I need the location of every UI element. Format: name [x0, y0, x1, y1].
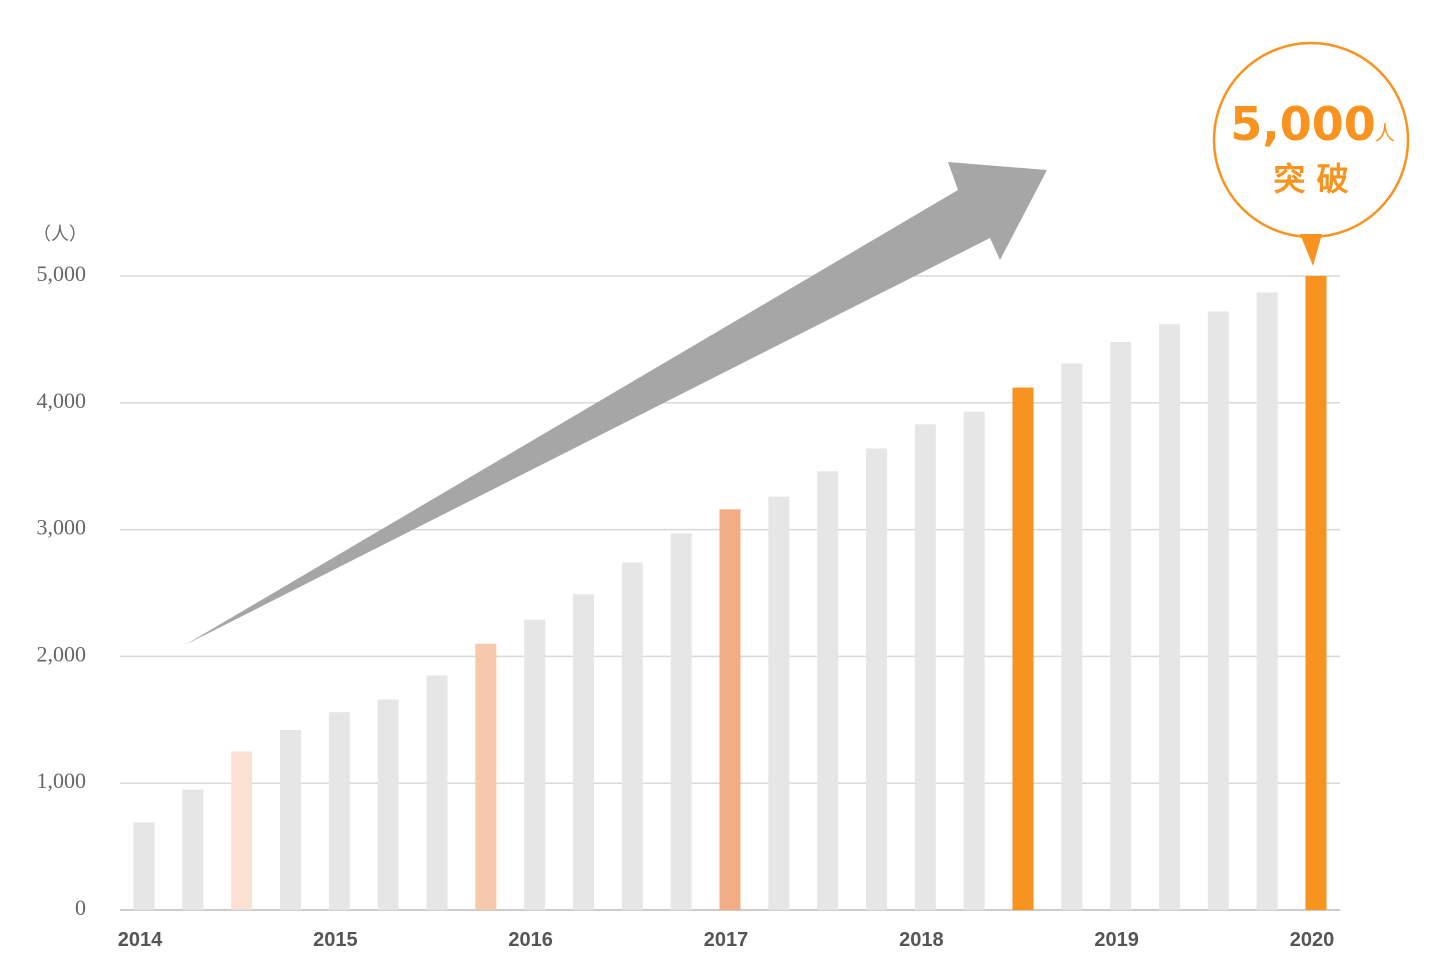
bar	[377, 699, 399, 910]
x-tick-label: 2017	[704, 929, 749, 951]
y-tick-label: 5,000	[37, 261, 87, 286]
bar	[328, 712, 350, 910]
x-tick-label: 2019	[1094, 929, 1139, 951]
bar	[1207, 311, 1229, 910]
x-tick-label: 2014	[118, 929, 163, 951]
bar	[817, 471, 839, 910]
y-unit: （人）	[33, 224, 87, 244]
bar	[1110, 341, 1132, 910]
bar	[426, 675, 448, 910]
y-tick-label: 3,000	[37, 515, 87, 540]
x-tick-label: 2018	[899, 929, 944, 951]
bar	[1012, 387, 1034, 911]
bar	[524, 619, 546, 910]
bar	[719, 509, 741, 910]
y-tick-label: 0	[75, 895, 86, 920]
bar	[866, 448, 887, 910]
x-tick-label: 2020	[1290, 929, 1335, 951]
x-tick-label: 2015	[313, 929, 358, 951]
bar	[963, 411, 985, 910]
bar	[1061, 363, 1083, 910]
bar	[1159, 324, 1180, 911]
y-tick-label: 4,000	[37, 388, 87, 413]
callout-value: 5,000	[1230, 97, 1376, 151]
bar	[670, 533, 692, 910]
bar	[280, 729, 301, 910]
bar	[182, 789, 204, 910]
bar	[133, 822, 155, 910]
bar	[1256, 292, 1278, 910]
bar	[914, 424, 936, 910]
bar	[768, 496, 790, 910]
callout-pointer	[1300, 234, 1322, 266]
bar	[231, 751, 253, 910]
trend-arrow	[185, 162, 1047, 645]
y-tick-label: 2,000	[37, 641, 87, 666]
callout-text: 突 破	[1273, 160, 1348, 198]
y-tick-label: 1,000	[37, 768, 87, 793]
bar	[621, 562, 643, 910]
bar	[1305, 276, 1327, 910]
bar	[573, 594, 594, 910]
bar	[475, 643, 497, 910]
callout-unit: 人	[1375, 121, 1395, 145]
x-tick-label: 2016	[508, 929, 553, 951]
